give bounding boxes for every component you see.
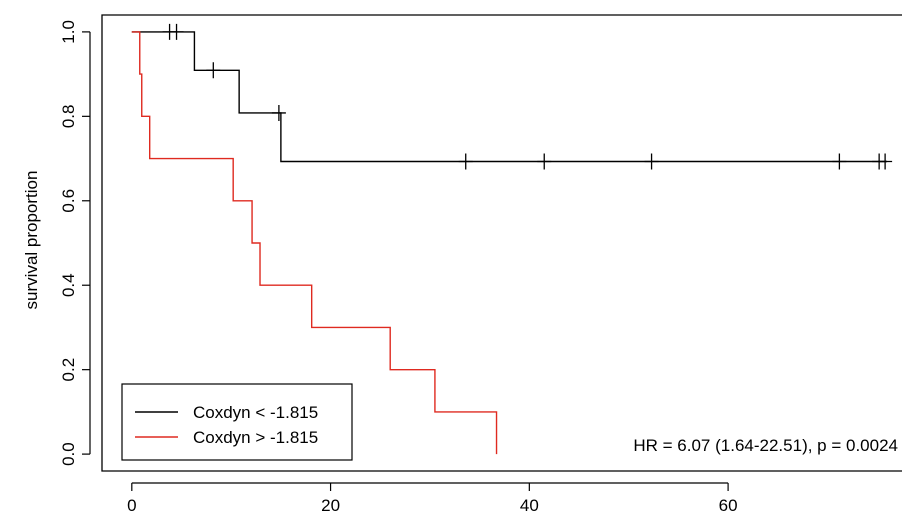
legend: Coxdyn < -1.815 Coxdyn > -1.815 <box>121 383 353 461</box>
censor-mark <box>832 153 847 170</box>
legend-box <box>121 383 353 461</box>
x-axis: 0 20 40 60 <box>127 482 738 514</box>
y-axis-label: survival proportion <box>22 171 41 310</box>
censor-mark <box>271 104 286 121</box>
censor-mark <box>169 23 184 40</box>
plot-border <box>101 14 902 472</box>
plot-frame <box>101 14 902 472</box>
x-tick-label: 40 <box>520 496 539 514</box>
hazard-ratio-annotation: HR = 6.07 (1.64-22.51), p = 0.0024 <box>633 436 898 455</box>
y-tick-label: 0.8 <box>59 105 78 129</box>
censor-mark <box>878 153 893 170</box>
legend-label-low: Coxdyn < -1.815 <box>193 403 318 422</box>
curve-coxdyn-low <box>131 31 888 163</box>
x-tick-label: 0 <box>127 496 136 514</box>
censor-mark <box>644 153 659 170</box>
y-tick-label: 0.0 <box>59 442 78 466</box>
x-tick-label: 20 <box>321 496 340 514</box>
y-tick-label: 0.2 <box>59 358 78 382</box>
y-tick-label: 1.0 <box>59 20 78 44</box>
survival-curves <box>131 23 893 455</box>
y-tick-label: 0.4 <box>59 273 78 297</box>
censor-mark <box>458 153 473 170</box>
legend-label-high: Coxdyn > -1.815 <box>193 428 318 447</box>
curve-coxdyn-high <box>131 31 498 455</box>
y-axis: 0.0 0.2 0.4 0.6 0.8 1.0 <box>59 20 91 466</box>
censor-mark <box>206 62 221 79</box>
censor-mark <box>537 153 552 170</box>
y-tick-label: 0.6 <box>59 189 78 213</box>
x-tick-label: 60 <box>719 496 738 514</box>
